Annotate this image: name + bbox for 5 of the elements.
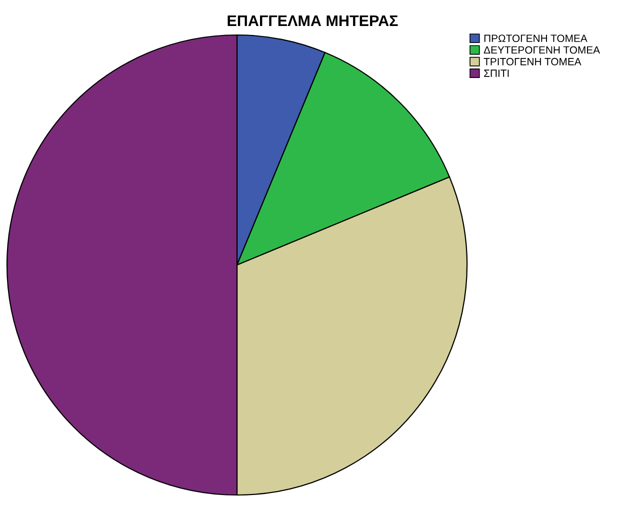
legend-label: ΤΡΙΤΟΓΕΝΗ ΤΟΜΕΑ bbox=[484, 58, 582, 66]
legend-label: ΠΡΩΤΟΓΕΝΗ ΤΟΜΕΑ bbox=[484, 34, 588, 42]
legend-label: ΔΕΥΤΕΡΟΓΕΝΗ ΤΟΜΕΑ bbox=[484, 46, 600, 54]
chart-title: ΕΠΑΓΓΕΛΜΑ ΜΗΤΕΡΑΣ bbox=[228, 15, 398, 26]
legend-label: ΣΠΙΤΙ bbox=[484, 70, 509, 77]
